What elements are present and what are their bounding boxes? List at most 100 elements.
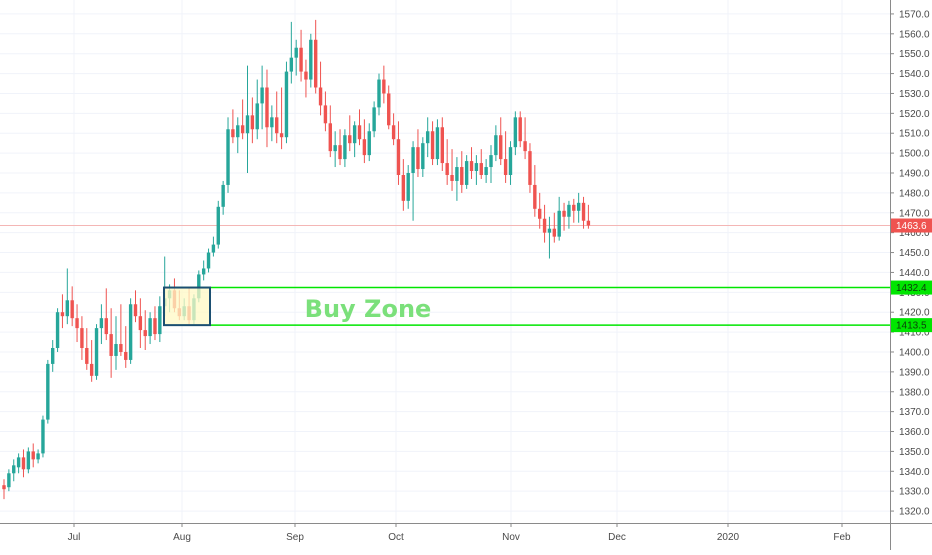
candle-body <box>124 351 128 360</box>
candle-body <box>416 147 420 170</box>
y-tick-label: 1440.0 <box>899 268 930 279</box>
candle-body <box>362 139 367 156</box>
candle-body <box>216 206 220 245</box>
candle-body <box>119 344 123 352</box>
y-tick-label: 1510.0 <box>899 129 930 140</box>
candle-body <box>508 147 513 175</box>
candle-body <box>474 163 479 172</box>
candle-body <box>499 135 503 160</box>
candle-body <box>153 318 157 335</box>
last-price-tag: 1463.6 <box>896 221 927 232</box>
x-tick-label: Feb <box>833 532 851 543</box>
candle-body <box>89 363 94 376</box>
candle-body <box>143 330 147 337</box>
highlight-box-group <box>163 286 211 327</box>
candle-body <box>489 155 493 168</box>
candle-body <box>377 79 381 108</box>
candle-body <box>313 39 318 88</box>
candle-body <box>31 451 35 460</box>
y-tick-label: 1530.0 <box>899 89 930 100</box>
candle-body <box>206 252 211 269</box>
candle-body <box>494 135 498 156</box>
y-tick-label: 1370.0 <box>899 407 930 418</box>
candle-body <box>70 300 74 319</box>
candle-body <box>352 125 357 144</box>
candle-body <box>547 228 552 233</box>
candle-body <box>7 473 11 488</box>
y-tick-label: 1420.0 <box>899 308 930 319</box>
candle-body <box>109 334 113 356</box>
candle-body <box>138 316 143 331</box>
y-tick-label: 1550.0 <box>899 49 930 60</box>
candle-body <box>279 133 284 138</box>
candle-body <box>440 127 444 164</box>
y-tick-label: 1400.0 <box>899 347 930 358</box>
candle-body <box>304 71 308 80</box>
y-tick-label: 1410.0 <box>899 328 930 339</box>
candle-body <box>55 312 60 349</box>
candle-body <box>469 161 474 172</box>
y-tick-label: 1500.0 <box>899 149 930 160</box>
y-tick-label: 1470.0 <box>899 208 930 219</box>
y-tick-label: 1490.0 <box>899 169 930 180</box>
candle-body <box>391 125 396 140</box>
candle-body <box>367 131 371 156</box>
candle-body <box>270 117 274 128</box>
candle-body <box>387 93 391 126</box>
candle-body <box>581 202 586 221</box>
candle-body <box>250 115 255 130</box>
y-tick-label: 1520.0 <box>899 109 930 120</box>
candle-body <box>528 151 532 185</box>
candle-body <box>236 125 240 138</box>
candle-body <box>94 328 99 376</box>
price-tags: 1432.4 1413.5 1463.6 <box>891 218 932 333</box>
y-tick-label: 1450.0 <box>899 248 930 259</box>
candle-body <box>513 117 518 148</box>
candle-body <box>51 348 55 364</box>
candle-body <box>201 268 206 275</box>
candle-body <box>46 363 50 420</box>
x-tick-label: Aug <box>173 532 191 543</box>
candle-body <box>567 204 571 217</box>
candle-body <box>338 145 342 160</box>
candle-body <box>523 141 527 152</box>
candle-body <box>401 174 406 201</box>
candle-body <box>450 174 454 181</box>
candle-body <box>382 79 386 94</box>
y-tick-label: 1320.0 <box>899 507 930 518</box>
y-tick-label: 1360.0 <box>899 427 930 438</box>
candle-body <box>406 173 410 201</box>
candle-body <box>333 145 337 152</box>
candle-body <box>289 57 294 72</box>
buy-zone-label: Buy Zone <box>305 295 432 323</box>
candle-body <box>80 328 84 349</box>
candle-body <box>211 244 216 253</box>
candle-body <box>318 87 323 106</box>
candle-body <box>572 204 576 211</box>
candle-body <box>328 123 332 152</box>
y-tick-label: 1340.0 <box>899 467 930 478</box>
candle-body <box>435 127 440 160</box>
x-tick-label: Dec <box>608 532 626 543</box>
buy-zone-upper-tag-bg <box>891 280 932 295</box>
x-tick-label: Sep <box>286 532 304 543</box>
y-tick-label: 1350.0 <box>899 447 930 458</box>
candle-body <box>460 167 464 185</box>
x-tick-label: Nov <box>502 532 520 543</box>
candle-body <box>60 312 65 317</box>
candle-body <box>148 318 152 337</box>
last-price-tag-bg <box>891 218 932 233</box>
candle-body <box>309 39 313 80</box>
candle-body <box>518 117 522 142</box>
candle-body <box>226 129 230 185</box>
candle-body <box>576 202 581 211</box>
y-tick-label: 1570.0 <box>899 9 930 20</box>
candle-body <box>533 184 537 209</box>
candle-body <box>75 318 79 329</box>
highlight-box <box>163 286 211 327</box>
candle-body <box>479 163 483 175</box>
candle-body <box>41 419 45 454</box>
